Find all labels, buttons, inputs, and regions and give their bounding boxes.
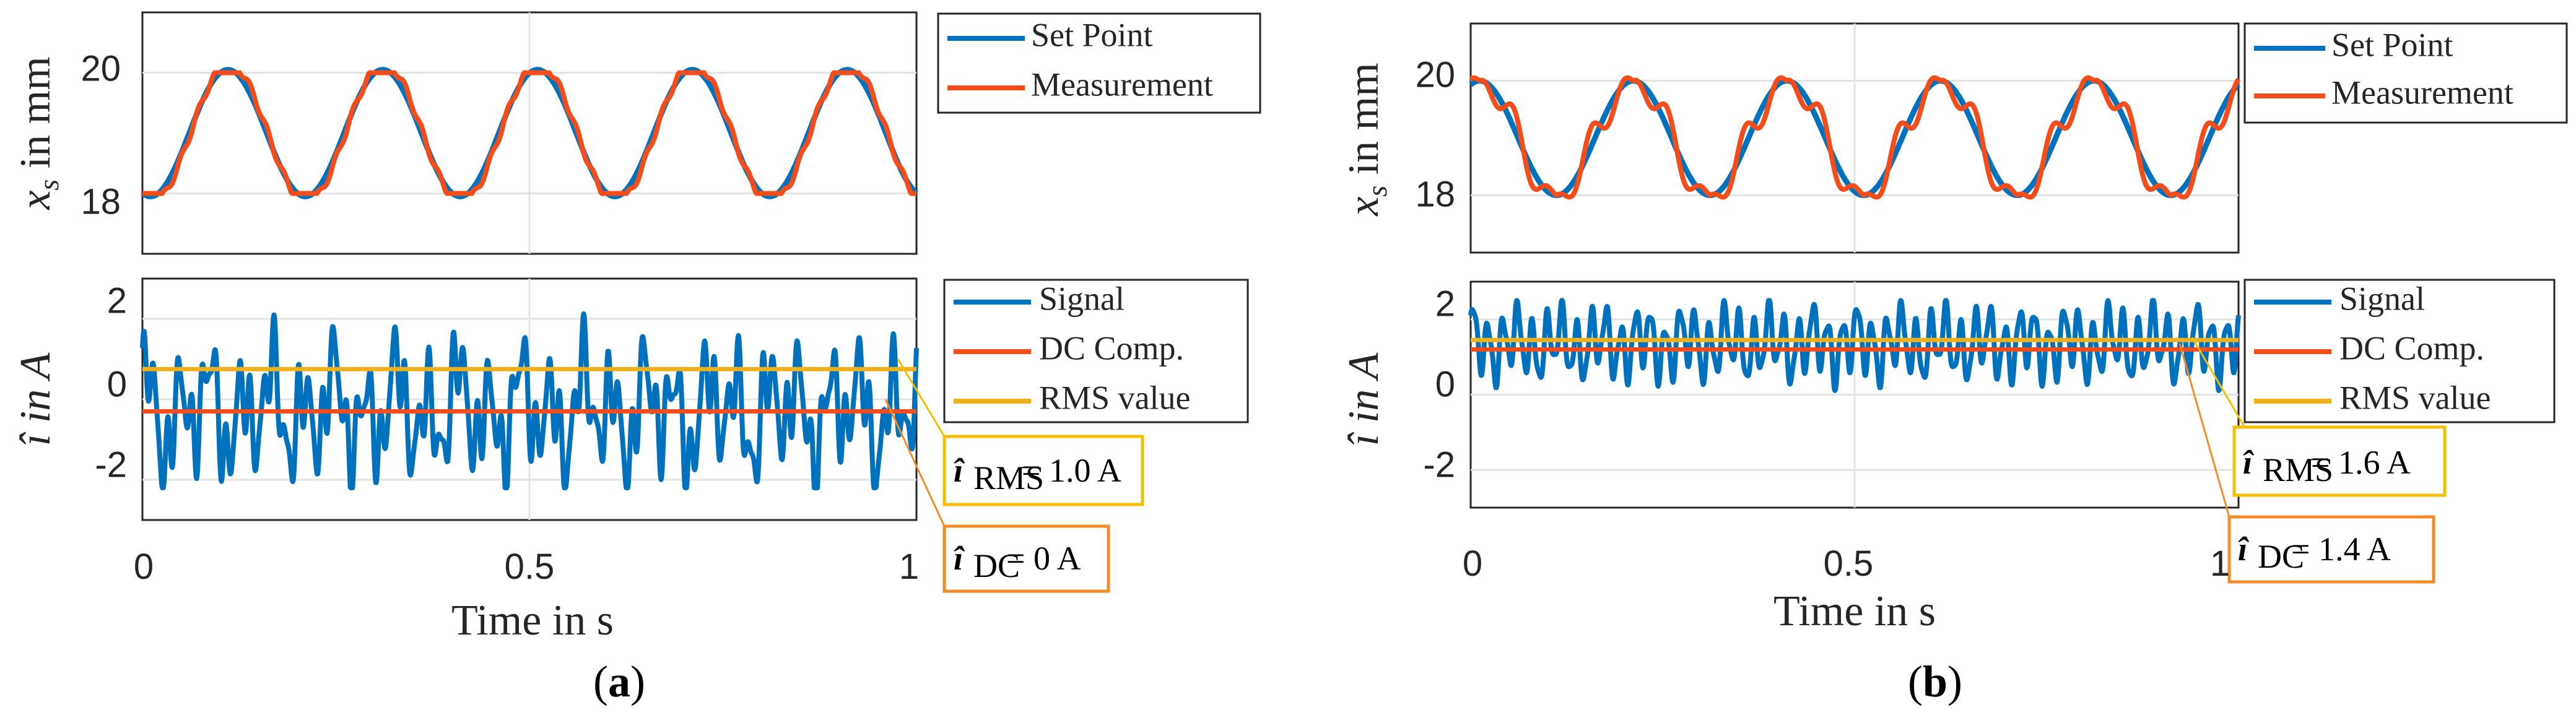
panel-a-bottom-series — [140, 311, 919, 490]
legend-label-measurement: Measurement — [1031, 66, 1213, 103]
panel-b-bottom-series — [1468, 298, 2241, 393]
panel-a-xtick-0: 0 — [134, 547, 154, 587]
legend-label-signal: Signal — [2339, 280, 2425, 317]
panel-b-top-ylabel: xs in mm — [1340, 63, 1393, 216]
panel-b-top-ytick-18: 18 — [1415, 174, 1455, 214]
svg-text:î: î — [954, 540, 965, 577]
panel-b-top-ytick-20: 20 — [1415, 54, 1455, 95]
panel-a-bottom-ytick-2: 2 — [107, 280, 127, 321]
panel-b-xtick-0-5: 0.5 — [1824, 544, 1874, 584]
panel-b-caption: (b) — [1908, 657, 1962, 706]
panel-b-bottom-ytick-minus2: -2 — [1423, 444, 1455, 485]
panel-b-xtick-1: 1 — [2210, 544, 2230, 584]
panel-a-xlabel: Time in s — [451, 597, 614, 644]
svg-text:RMS: RMS — [2263, 451, 2333, 488]
legend-label-dc: DC Comp. — [2339, 329, 2484, 366]
svg-text:DC: DC — [2258, 538, 2304, 575]
series-line-measurement — [141, 70, 918, 196]
svg-text:RMS: RMS — [973, 459, 1044, 496]
panel-a-bottom-ytick-minus2: -2 — [95, 444, 127, 485]
panel-b-top-series — [1468, 75, 2241, 200]
panel-a-dc-leader — [884, 399, 946, 527]
panel-a-bottom-ylabel: î in A — [12, 353, 59, 446]
svg-text:= 1.6 A: = 1.6 A — [2311, 444, 2411, 481]
panel-b: 18 20 xs in mm Set Point Measurement 2 0… — [1340, 22, 2568, 706]
panel-b-top-legend: Set Point Measurement — [2243, 22, 2568, 124]
legend-label-rms: RMS value — [2339, 379, 2491, 416]
legend-label-dc: DC Comp. — [1039, 329, 1184, 366]
legend-label-set-point: Set Point — [1031, 16, 1153, 53]
panel-b-bottom-axes: 2 0 -2 î in A Signal DC Comp. RMS value … — [1340, 279, 2556, 584]
series-line-measurement — [1469, 75, 2241, 200]
panel-a-rms-leader — [897, 358, 946, 437]
svg-text:= 0 A: = 0 A — [1006, 540, 1081, 577]
panel-a-bottom-ytick-0: 0 — [107, 364, 127, 404]
panel-b-xtick-0: 0 — [1463, 544, 1482, 584]
panel-a-bottom-legend: Signal DC Comp. RMS value — [943, 279, 1249, 423]
panel-a-xtick-1: 1 — [899, 547, 919, 587]
panel-a-xtick-0-5: 0.5 — [505, 547, 555, 587]
panel-a-bottom-axes: 2 0 -2 î in A Signal DC Comp. RMS value … — [12, 277, 1249, 593]
legend-label-rms: RMS value — [1039, 379, 1191, 416]
panel-a-top-ylabel: xs in mm — [12, 56, 64, 210]
panel-a-top-legend: Set Point Measurement — [937, 12, 1261, 114]
panel-b-rms-leader — [2191, 337, 2246, 428]
svg-text:DC: DC — [973, 547, 1020, 584]
panel-b-bottom-ytick-2: 2 — [1435, 284, 1455, 324]
series-line-set-point — [1468, 78, 2241, 198]
panel-a: 18 20 xs in mm Set Point Measurement 2 0… — [12, 11, 1261, 706]
panel-b-bottom-ylabel: î in A — [1340, 353, 1388, 446]
panel-a-top-axes: 18 20 xs in mm Set Point Measurement — [12, 11, 1261, 255]
legend-label-measurement: Measurement — [2331, 74, 2513, 111]
legend-label-signal: Signal — [1039, 280, 1125, 317]
panel-a-caption: (a) — [593, 657, 645, 706]
series-line-signal — [1468, 298, 2241, 393]
panel-a-rms-annotation: î RMS = 1.0 A — [942, 435, 1144, 506]
svg-text:= 1.4 A: = 1.4 A — [2291, 531, 2391, 568]
panel-a-top-series — [140, 67, 919, 199]
panel-b-dc-leader — [2178, 343, 2230, 518]
series-line-signal — [140, 311, 919, 490]
svg-text:î: î — [2238, 531, 2249, 568]
panel-b-bottom-ytick-0: 0 — [1435, 364, 1455, 404]
legend-label-set-point: Set Point — [2331, 26, 2453, 63]
panel-b-xlabel: Time in s — [1773, 587, 1936, 635]
panel-b-rms-annotation: î RMS = 1.6 A — [2232, 425, 2447, 497]
svg-text:î: î — [2243, 444, 2254, 481]
panel-b-top-grid — [1471, 24, 2239, 253]
panel-b-top-axes: 18 20 xs in mm Set Point Measurement — [1340, 22, 2568, 254]
panel-a-top-ytick-20: 20 — [80, 48, 121, 89]
panel-b-dc-annotation: î DC = 1.4 A — [2227, 515, 2435, 584]
panel-a-dc-annotation: î DC = 0 A — [942, 524, 1110, 593]
svg-text:î: î — [954, 452, 965, 489]
panel-b-bottom-legend: Signal DC Comp. RMS value — [2243, 279, 2556, 423]
panel-a-top-ytick-18: 18 — [80, 181, 121, 222]
svg-text:= 1.0 A: = 1.0 A — [1022, 452, 1121, 489]
